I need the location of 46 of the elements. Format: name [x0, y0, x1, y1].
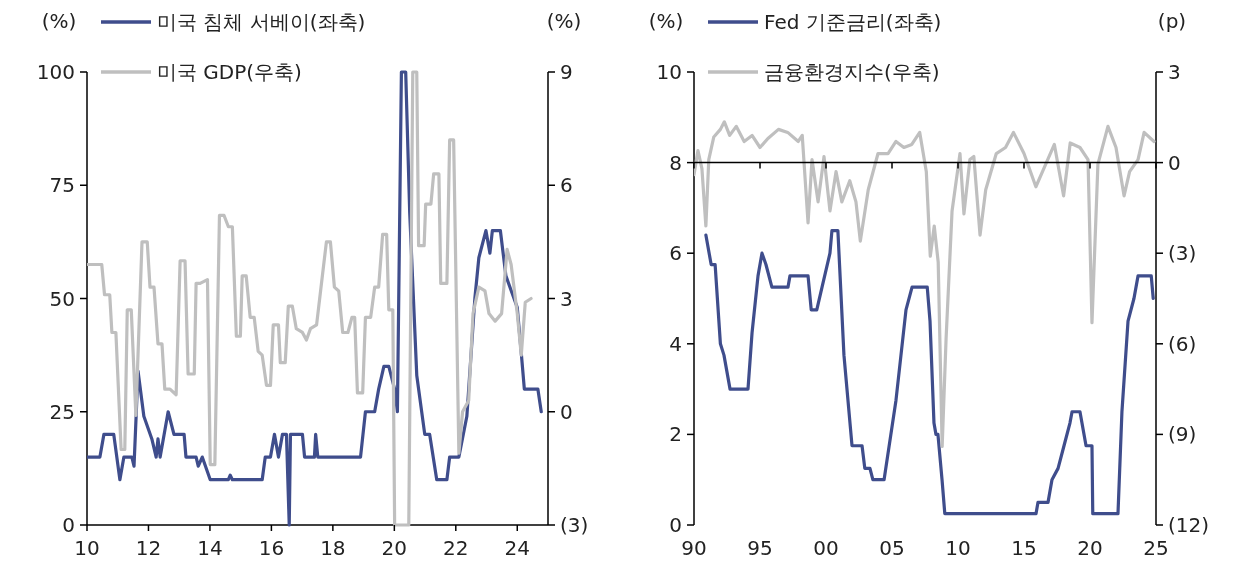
y2-tick-label: 6: [560, 173, 573, 198]
y2-tick-label: (3): [1168, 241, 1197, 266]
x-tick-label: 10: [945, 536, 971, 560]
y-tick-label: 100: [36, 60, 75, 84]
y-tick-label: 4: [669, 331, 682, 356]
x-tick-label: 00: [813, 536, 839, 560]
x-tick-label: 24: [504, 536, 530, 560]
x-tick-label: 10: [74, 536, 100, 560]
x-tick-label: 25: [1143, 536, 1169, 560]
x-tick-label: 20: [1077, 536, 1103, 560]
legend-label: Fed 기준금리(좌축): [764, 10, 942, 34]
x-tick-label: 15: [1011, 536, 1037, 560]
x-tick-label: 22: [443, 536, 469, 560]
y2-tick-label: (12): [1168, 513, 1210, 537]
legend-label: 미국 GDP(우축): [157, 60, 302, 84]
y2-tick-label: 9: [560, 60, 573, 84]
y-tick-label: 50: [49, 286, 75, 311]
y-tick-label: 0: [669, 513, 682, 537]
y-axis-title: (%): [648, 9, 684, 33]
y-tick-label: 10: [656, 60, 682, 84]
y2-tick-label: (9): [1168, 422, 1197, 447]
y2-tick-label: (3): [560, 513, 589, 537]
x-tick-label: 12: [135, 536, 162, 560]
legend-label: 미국 침체 서베이(좌축): [157, 10, 366, 34]
y-tick-label: 8: [669, 150, 682, 175]
y-axis-title: (%): [41, 9, 77, 33]
y2-axis-title: (%): [546, 9, 582, 33]
x-tick-label: 18: [320, 536, 346, 560]
x-tick-label: 14: [197, 536, 223, 560]
y2-axis-title: (p): [1157, 9, 1187, 33]
y2-tick-label: (6): [1168, 331, 1197, 356]
y-tick-label: 75: [49, 173, 75, 198]
x-tick-label: 90: [681, 536, 707, 560]
y2-tick-label: 0: [1168, 150, 1181, 175]
y2-tick-label: 3: [560, 286, 573, 311]
y-tick-label: 0: [62, 513, 75, 537]
y2-tick-label: 0: [560, 399, 573, 424]
x-tick-label: 05: [879, 536, 905, 560]
y-tick-label: 6: [669, 241, 682, 266]
y-tick-label: 2: [669, 422, 682, 447]
legend-label: 금융환경지수(우축): [764, 60, 940, 84]
x-tick-label: 95: [747, 536, 773, 560]
x-tick-label: 16: [258, 536, 285, 560]
y2-tick-label: 3: [1168, 60, 1181, 84]
x-tick-label: 20: [381, 536, 408, 560]
y-tick-label: 25: [49, 399, 75, 424]
